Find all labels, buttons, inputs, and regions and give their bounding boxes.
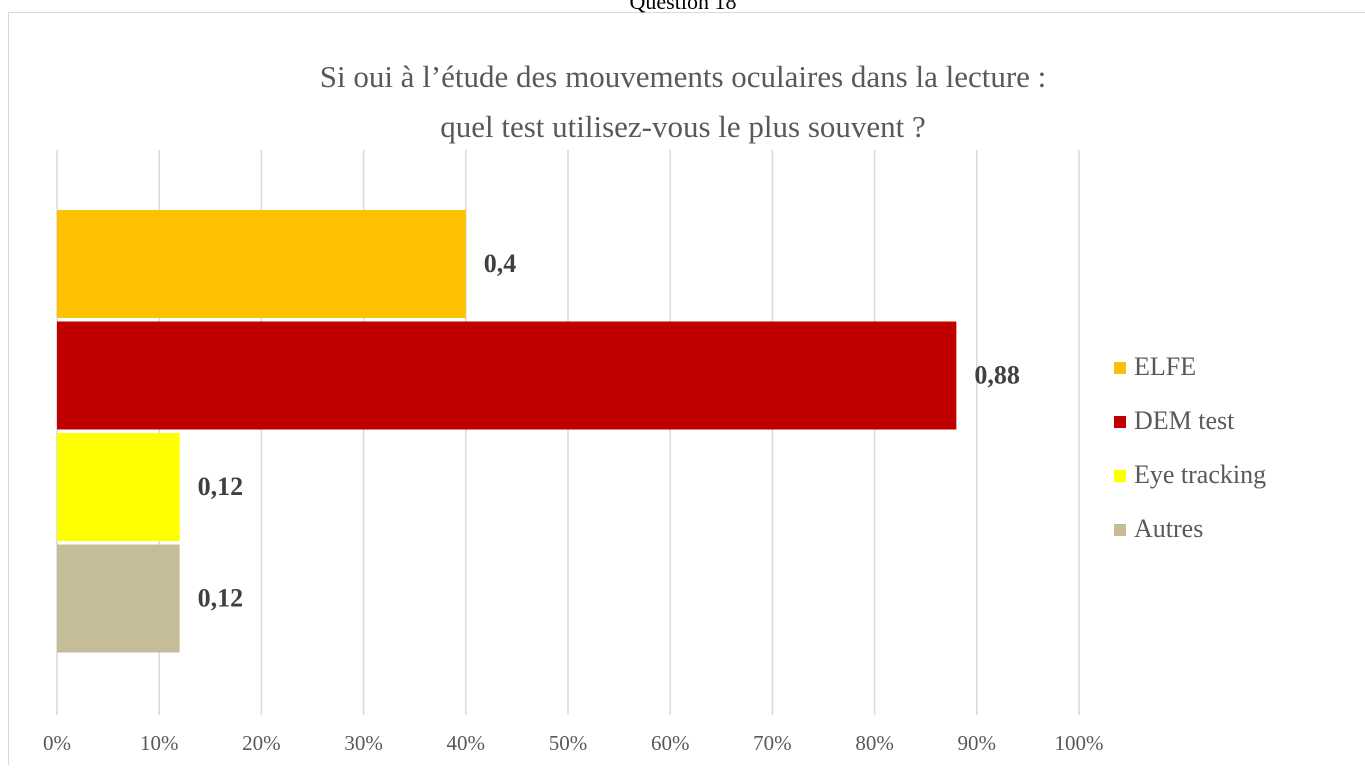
bar	[57, 322, 956, 430]
bar	[57, 433, 180, 541]
legend-label: ELFE	[1134, 352, 1196, 381]
chart-title: Si oui à l’étude des mouvements oculaire…	[320, 59, 1047, 94]
chart-title: quel test utilisez-vous le plus souvent …	[440, 109, 926, 144]
x-tick-label: 30%	[344, 731, 383, 755]
data-label: 0,12	[198, 472, 244, 501]
x-tick-label: 10%	[140, 731, 179, 755]
legend-label: Eye tracking	[1134, 460, 1266, 489]
legend-marker	[1114, 524, 1126, 536]
x-tick-label: 0%	[43, 731, 71, 755]
x-tick-label: 90%	[958, 731, 997, 755]
x-tick-label: 20%	[242, 731, 281, 755]
legend-marker	[1114, 416, 1126, 428]
legend-marker	[1114, 470, 1126, 482]
bar	[57, 210, 466, 318]
data-label: 0,88	[974, 360, 1020, 389]
data-label: 0,12	[198, 583, 244, 612]
x-tick-label: 80%	[855, 731, 894, 755]
legend-marker	[1114, 362, 1126, 374]
heading: Question 18	[630, 0, 737, 14]
x-tick-label: 60%	[651, 731, 690, 755]
data-label: 0,4	[484, 249, 517, 278]
x-tick-label: 50%	[549, 731, 588, 755]
legend-label: Autres	[1134, 514, 1203, 543]
bar	[57, 545, 180, 653]
x-tick-label: 70%	[753, 731, 792, 755]
x-tick-label: 40%	[447, 731, 486, 755]
legend-label: DEM test	[1134, 406, 1235, 435]
x-tick-label: 100%	[1055, 731, 1104, 755]
